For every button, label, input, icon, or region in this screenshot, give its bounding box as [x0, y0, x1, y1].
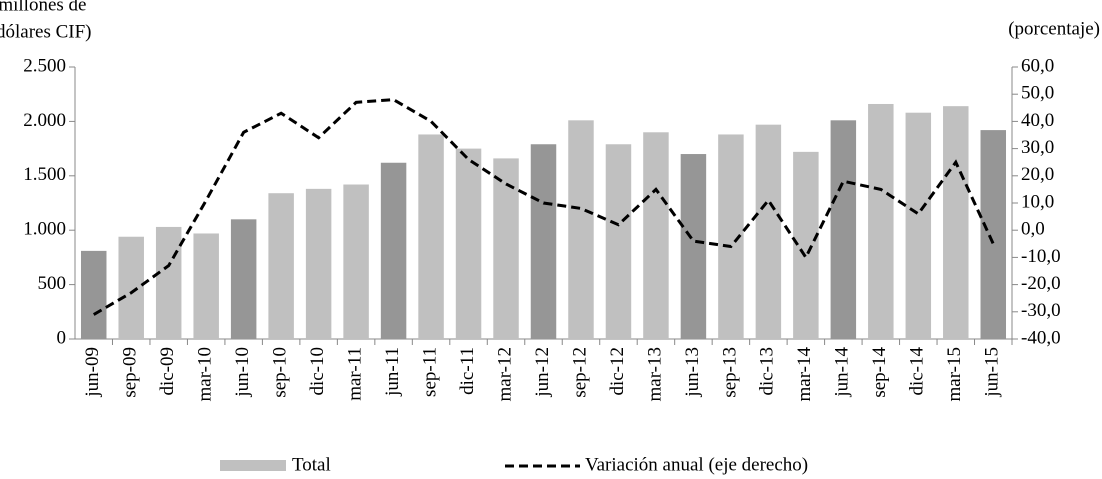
bar — [118, 236, 144, 339]
legend-swatch — [220, 460, 286, 471]
x-tick-label: sep-13 — [719, 347, 740, 398]
x-tick-label: jun-10 — [232, 347, 253, 398]
y-tick-label: 500 — [38, 273, 67, 294]
y-axis-label: dólares CIF) — [0, 21, 92, 42]
bar — [80, 250, 107, 339]
x-tick-label: sep-09 — [120, 347, 141, 398]
y2-tick-label: 60,0 — [1021, 55, 1054, 76]
x-tick-label: jun-15 — [982, 347, 1003, 398]
bar — [380, 162, 407, 339]
x-tick-label: sep-12 — [569, 347, 590, 398]
x-tick-label: mar-15 — [944, 347, 965, 402]
x-tick-label: mar-14 — [794, 347, 815, 402]
y2-tick-label: -40,0 — [1021, 327, 1061, 348]
legend-label: Variación anual (eje derecho) — [585, 454, 808, 475]
y-tick-label: 2.000 — [23, 110, 66, 131]
y2-axis-label: (porcentaje) — [1008, 18, 1100, 39]
bar — [943, 106, 969, 339]
y2-tick-label: 20,0 — [1021, 164, 1054, 185]
bar — [980, 130, 1007, 339]
y-tick-label: 0 — [57, 327, 67, 348]
y-tick-label: 2.500 — [23, 55, 66, 76]
bar — [155, 226, 182, 339]
bar — [493, 158, 519, 339]
bar — [568, 120, 594, 339]
bar — [193, 233, 219, 339]
x-tick-label: jun-14 — [832, 347, 853, 398]
line — [92, 98, 995, 316]
x-tick-label: dic-09 — [157, 347, 178, 396]
bar — [605, 144, 632, 339]
x-tick-label: jun-13 — [682, 347, 703, 398]
x-tick-label: dic-10 — [307, 347, 328, 396]
y2-tick-label: 40,0 — [1021, 110, 1054, 131]
bar — [868, 103, 894, 339]
y2-tick-label: -20,0 — [1021, 273, 1061, 294]
y2-tick-label: 0,0 — [1021, 219, 1045, 240]
x-tick-label: dic-14 — [907, 347, 928, 396]
legend-label: Total — [292, 454, 331, 475]
x-tick-label: mar-10 — [195, 347, 216, 402]
bar — [680, 154, 707, 339]
bar — [305, 188, 332, 339]
y2-tick-label: 30,0 — [1021, 137, 1054, 158]
x-tick-label: sep-11 — [419, 347, 440, 397]
x-tick-label: dic-13 — [757, 347, 778, 396]
bar — [455, 148, 482, 339]
y2-tick-label: 50,0 — [1021, 83, 1054, 104]
x-tick-label: mar-13 — [644, 347, 665, 402]
bar — [343, 184, 369, 339]
y2-tick-label: -30,0 — [1021, 300, 1061, 321]
bar — [830, 120, 857, 339]
x-tick-label: dic-12 — [607, 347, 628, 396]
y2-tick-label: -10,0 — [1021, 246, 1061, 267]
bar — [755, 124, 782, 339]
y-tick-label: 1.000 — [23, 219, 66, 240]
x-tick-label: dic-11 — [457, 347, 478, 395]
bar — [643, 132, 669, 339]
x-tick-label: mar-12 — [494, 347, 515, 402]
x-tick-label: mar-11 — [344, 347, 365, 401]
bar — [530, 144, 557, 339]
bar — [268, 193, 294, 339]
bar — [418, 134, 444, 339]
x-tick-label: jun-11 — [382, 347, 403, 397]
bar — [793, 151, 819, 339]
y-tick-label: 1.500 — [23, 164, 66, 185]
bar — [905, 112, 932, 339]
y-axis-label: (millones de — [0, 0, 86, 15]
bar — [230, 219, 257, 339]
x-tick-label: jun-12 — [532, 347, 553, 398]
x-tick-label: sep-14 — [869, 347, 890, 398]
y2-tick-label: 10,0 — [1021, 191, 1054, 212]
x-tick-label: jun-09 — [82, 347, 103, 398]
x-tick-label: sep-10 — [269, 347, 290, 398]
